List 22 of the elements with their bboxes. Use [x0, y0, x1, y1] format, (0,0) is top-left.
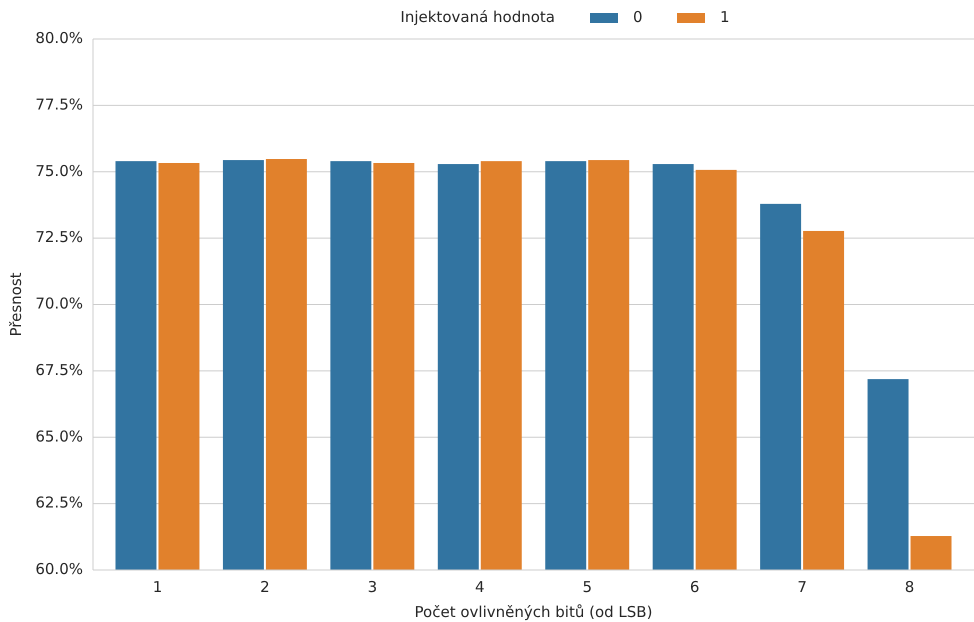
y-tick-label: 80.0%: [35, 29, 83, 48]
y-tick-label: 65.0%: [35, 427, 83, 446]
x-tick-label: 4: [475, 578, 485, 596]
y-tick-label: 60.0%: [35, 560, 83, 578]
x-tick-label: 8: [904, 578, 914, 596]
x-tick-label: 5: [582, 578, 592, 596]
y-tick-label: 67.5%: [35, 360, 83, 379]
y-axis-title: Přesnost: [7, 272, 25, 337]
legend-label: 1: [720, 8, 730, 26]
y-tick-label: 72.5%: [35, 228, 83, 246]
legend-title: Injektovaná hodnota: [400, 8, 555, 26]
y-tick-label: 77.5%: [35, 95, 83, 114]
y-tick-label: 70.0%: [35, 294, 83, 313]
y-tick-label: 75.0%: [35, 162, 83, 180]
x-tick-label: 7: [797, 578, 807, 596]
y-tick-label: 62.5%: [35, 494, 83, 512]
x-tick-label: 6: [690, 578, 700, 596]
x-axis-title: Počet ovlivněných bitů (od LSB): [414, 603, 652, 621]
x-tick-label: 1: [152, 578, 162, 596]
x-tick-label: 2: [260, 578, 270, 596]
x-tick-label: 3: [368, 578, 378, 596]
legend-label: 0: [633, 8, 643, 26]
